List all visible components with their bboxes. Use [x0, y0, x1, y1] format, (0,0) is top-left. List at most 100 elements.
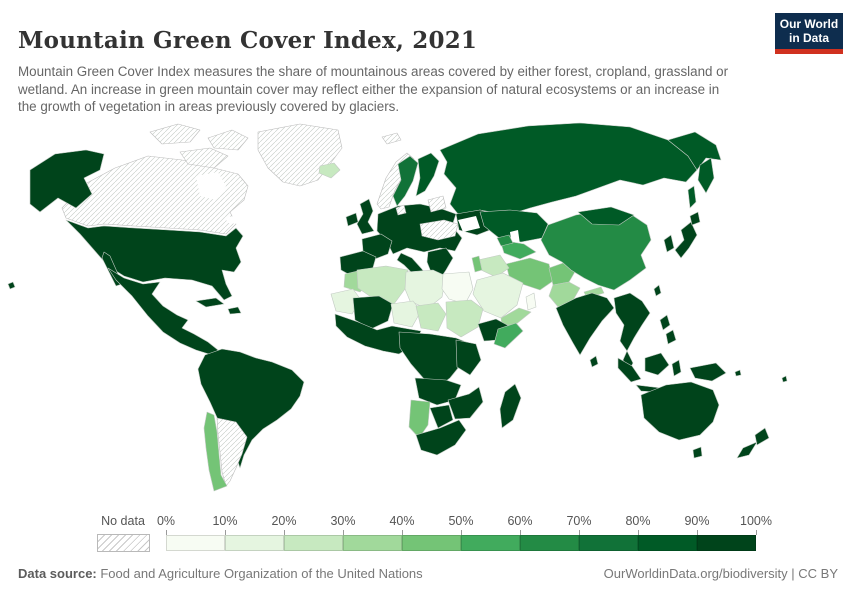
legend-swatch-70-80[interactable] [578, 535, 638, 551]
legend-bar-zone: 0% 10% 20% 30% 40% 50% 60% 70% 80% 90% 100% [157, 512, 772, 552]
region-taiwan[interactable] [653, 284, 662, 297]
region-india[interactable] [555, 292, 615, 356]
region-central-asia[interactable] [499, 239, 537, 260]
legend-tick-mark [638, 530, 639, 535]
region-nz-south[interactable] [736, 441, 758, 459]
region-sri-lanka[interactable] [589, 355, 599, 368]
region-sakhalin[interactable] [687, 185, 697, 209]
map-legend: No data 0% 10% 20% 30% 40% 50% 60% 70% 80% 90% 100… [0, 512, 850, 556]
region-baltic[interactable] [427, 195, 447, 213]
legend-swatch-20-30[interactable] [283, 535, 343, 551]
legend-swatch-90-100[interactable] [696, 535, 756, 551]
region-algeria[interactable] [356, 265, 409, 305]
legend-tick-mark [166, 530, 167, 535]
region-canada-arctic-3[interactable] [179, 147, 229, 169]
footer-link[interactable]: OurWorldinData.org/biodiversity | CC BY [603, 566, 838, 581]
legend-tick-mark [579, 530, 580, 535]
page-title: Mountain Green Cover Index, 2021 [18, 27, 478, 55]
region-mexico[interactable] [107, 267, 219, 356]
legend-no-data-label: No data [101, 514, 145, 528]
legend-tick-label-70: 70% [566, 514, 592, 528]
region-uk[interactable] [356, 198, 375, 235]
region-iceland[interactable] [318, 162, 341, 179]
region-korea[interactable] [663, 234, 675, 253]
region-papua-new-guinea[interactable] [689, 362, 727, 382]
region-philippines-south[interactable] [665, 329, 677, 345]
region-usa[interactable] [65, 219, 244, 301]
region-borneo[interactable] [644, 352, 670, 376]
data-source-text: Food and Agriculture Organization of the… [96, 566, 423, 581]
region-kamchatka[interactable] [697, 157, 715, 194]
region-sweden[interactable] [392, 155, 419, 207]
region-denmark[interactable] [395, 204, 407, 216]
region-hokkaido[interactable] [689, 211, 701, 226]
region-somalia[interactable] [493, 322, 524, 349]
region-fiji[interactable] [781, 375, 788, 383]
region-philippines-north[interactable] [659, 314, 671, 331]
region-mongolia[interactable] [577, 206, 635, 226]
world-map [0, 112, 850, 505]
legend-tick-label-10: 10% [212, 514, 238, 528]
region-sudan[interactable] [445, 299, 484, 338]
legend-swatch-30-40[interactable] [342, 535, 402, 551]
legend-tick-label-40: 40% [389, 514, 415, 528]
legend-swatch-80-90[interactable] [637, 535, 697, 551]
region-russia[interactable] [439, 122, 698, 216]
region-se-asia[interactable] [613, 292, 651, 352]
region-caucasus[interactable] [496, 234, 514, 247]
region-canada-arctic-1[interactable] [149, 123, 201, 145]
region-zimbabwe-mozambique[interactable] [447, 386, 484, 420]
legend-tick-label-0: 0% [156, 514, 176, 528]
region-hispaniola[interactable] [227, 306, 242, 315]
legend-swatch-0-10[interactable] [165, 535, 225, 551]
region-hawaii[interactable] [7, 281, 16, 290]
region-alaska[interactable] [29, 149, 105, 213]
legend-tick-label-30: 30% [330, 514, 356, 528]
region-canada-arctic-2[interactable] [207, 129, 249, 151]
region-ireland[interactable] [345, 212, 359, 227]
legend-tick-mark [756, 530, 757, 535]
region-argentina[interactable] [216, 417, 248, 487]
legend-no-data-swatch[interactable] [97, 534, 150, 552]
region-tasmania[interactable] [692, 446, 703, 459]
legend-tick-mark [520, 530, 521, 535]
region-south-africa[interactable] [415, 419, 467, 456]
region-cuba[interactable] [195, 297, 225, 308]
region-chile[interactable] [203, 411, 228, 492]
region-russia-northeast[interactable] [667, 131, 722, 171]
region-east-africa[interactable] [455, 339, 482, 376]
region-niger[interactable] [390, 300, 422, 328]
legend-swatch-40-50[interactable] [401, 535, 461, 551]
region-libya[interactable] [404, 269, 447, 310]
region-madagascar[interactable] [499, 383, 522, 429]
region-australia[interactable] [640, 381, 720, 441]
region-chad[interactable] [415, 302, 447, 332]
region-botswana[interactable] [429, 404, 454, 429]
legend-swatch-10-20[interactable] [224, 535, 284, 551]
region-finland[interactable] [415, 152, 440, 197]
region-saudi-arabia[interactable] [472, 272, 524, 319]
legend-tick-label-80: 80% [625, 514, 651, 528]
data-source: Data source: Food and Agriculture Organi… [18, 566, 423, 581]
region-sulawesi[interactable] [671, 359, 682, 377]
region-nz-north[interactable] [754, 427, 770, 446]
region-central-africa[interactable] [398, 331, 472, 389]
legend-color-bar [165, 535, 756, 551]
region-namibia[interactable] [408, 399, 431, 439]
region-south-america[interactable] [197, 348, 305, 469]
owid-logo[interactable]: Our World in Data [775, 13, 843, 54]
legend-tick-label-60: 60% [507, 514, 533, 528]
legend-tick-mark [343, 530, 344, 535]
legend-swatch-50-60[interactable] [460, 535, 520, 551]
region-japan[interactable] [674, 221, 698, 259]
region-solomon[interactable] [734, 369, 742, 377]
region-mali[interactable] [352, 295, 394, 330]
region-oman[interactable] [525, 292, 537, 311]
owid-logo-line2: in Data [788, 31, 829, 45]
region-svalbard[interactable] [381, 132, 402, 145]
region-sumatra[interactable] [617, 357, 642, 383]
legend-swatch-60-70[interactable] [519, 535, 579, 551]
region-levant[interactable] [471, 255, 483, 273]
region-egypt[interactable] [441, 271, 474, 305]
region-turkey[interactable] [419, 219, 459, 241]
